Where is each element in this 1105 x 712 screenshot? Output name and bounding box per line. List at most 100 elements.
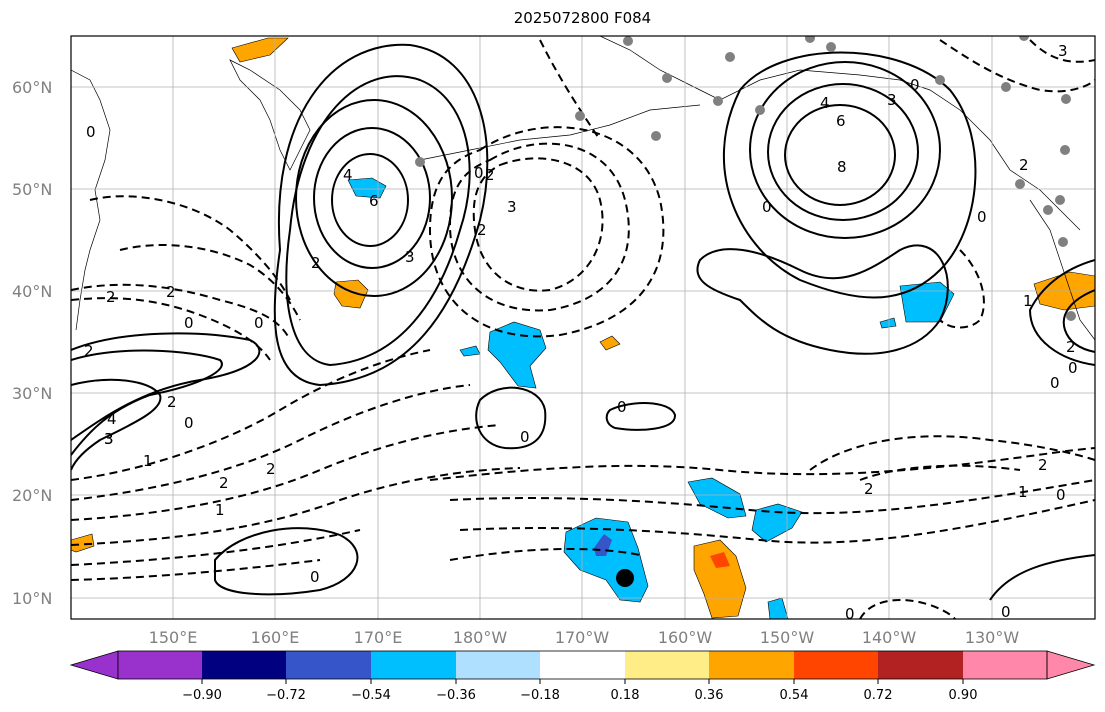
contour-label: 1 bbox=[215, 501, 225, 519]
map-frame bbox=[70, 35, 1096, 620]
colorbar-tick-label: 0.18 bbox=[611, 688, 640, 703]
colorbar-tick-label: 0.72 bbox=[864, 688, 893, 703]
shade-blue-region bbox=[767, 597, 789, 619]
contour-line bbox=[939, 39, 1095, 93]
colorbar-tick-label: −0.36 bbox=[436, 688, 476, 703]
contour-line bbox=[475, 386, 547, 450]
colorbar-ticks bbox=[201, 679, 964, 684]
contour-label: 6 bbox=[836, 112, 846, 130]
contour-line bbox=[723, 51, 977, 299]
lon-label: 140°W bbox=[862, 628, 917, 647]
gray-marker bbox=[415, 157, 425, 167]
colorbar-extend-low bbox=[69, 650, 119, 680]
contour-label: 0 bbox=[474, 164, 484, 182]
contour-line bbox=[809, 435, 1095, 471]
lat-label: 10°N bbox=[12, 589, 52, 608]
gray-marker bbox=[1055, 195, 1065, 205]
contour-label: 0 bbox=[762, 198, 772, 216]
gray-marker bbox=[725, 52, 735, 62]
contour-label: 2 bbox=[477, 221, 487, 239]
contour-label: 0 bbox=[86, 123, 96, 141]
contour-line bbox=[1062, 289, 1095, 353]
contour-label: 2 bbox=[106, 288, 116, 306]
contour-label: 0 bbox=[310, 568, 320, 586]
contour-label: 0 bbox=[1056, 486, 1066, 504]
contour-line bbox=[331, 153, 409, 247]
gray-marker bbox=[1058, 237, 1068, 247]
shade-orange-region bbox=[599, 335, 621, 351]
gray-marker bbox=[805, 36, 815, 43]
lon-label: 160°E bbox=[251, 628, 300, 647]
coastline-alaska bbox=[599, 36, 1081, 231]
contour-label: 8 bbox=[837, 158, 847, 176]
contour-line bbox=[939, 249, 985, 329]
contour-line bbox=[71, 378, 162, 471]
contour-label: 6 bbox=[369, 192, 379, 210]
contour-label: 0 bbox=[184, 314, 194, 332]
colorbar-segment bbox=[286, 651, 371, 679]
contour-line bbox=[313, 127, 431, 269]
contour-line bbox=[1028, 259, 1095, 366]
contour-labels: 2 2 0 4 6 2 3 0 3 2 2 0 2 3 0 4 3 2 0 1 … bbox=[84, 42, 1078, 619]
gray-marker bbox=[575, 111, 585, 121]
contour-label: 2 bbox=[1066, 338, 1076, 356]
contour-line bbox=[605, 402, 677, 431]
coastline-aleutians bbox=[419, 104, 701, 161]
lon-label: 170°W bbox=[555, 628, 610, 647]
colorbar-tick-label: −0.72 bbox=[266, 688, 306, 703]
shaded-regions bbox=[71, 37, 1095, 619]
gray-marker bbox=[1015, 179, 1025, 189]
contour-line bbox=[429, 447, 1095, 481]
station-markers bbox=[415, 36, 1076, 587]
contour-line bbox=[1029, 39, 1095, 63]
contour-label: 2 bbox=[266, 460, 276, 478]
contour-line bbox=[273, 43, 489, 387]
contour-label: 0 bbox=[617, 398, 627, 416]
gray-marker bbox=[651, 131, 661, 141]
gridlines bbox=[71, 36, 1095, 619]
solid-contours bbox=[71, 43, 1095, 601]
black-marker bbox=[616, 569, 634, 587]
contour-line bbox=[71, 283, 291, 341]
colorbar-segment bbox=[202, 651, 286, 679]
colorbar-segment bbox=[963, 651, 1047, 679]
contour-line bbox=[767, 83, 919, 221]
gray-marker bbox=[1061, 94, 1071, 104]
lon-label: 170°E bbox=[354, 628, 403, 647]
contour-line bbox=[71, 349, 431, 481]
contour-label: 1 bbox=[1018, 483, 1028, 501]
colorbar-segment bbox=[625, 651, 709, 679]
contour-label: 4 bbox=[820, 94, 830, 112]
colorbar-segment bbox=[371, 651, 456, 679]
contour-line bbox=[696, 244, 949, 355]
colorbar-tick-label: −0.90 bbox=[182, 688, 222, 703]
shade-red-region bbox=[710, 552, 730, 568]
shade-blue-region bbox=[687, 477, 747, 519]
colorbar-segment bbox=[709, 651, 794, 679]
shade-orange-region bbox=[693, 539, 747, 619]
contour-label: 3 bbox=[104, 430, 114, 448]
contour-label: 0 bbox=[910, 76, 920, 94]
contour-line bbox=[71, 467, 521, 546]
colorbar-frame bbox=[117, 650, 1048, 680]
lon-label: 160°W bbox=[658, 628, 713, 647]
colorbar-segment bbox=[540, 651, 625, 679]
contour-label: 0 bbox=[1068, 359, 1078, 377]
longitude-labels: 150°E 160°E 170°E 180°W 170°W 160°W 150°… bbox=[149, 628, 1020, 647]
contour-label: 2 bbox=[1038, 456, 1048, 474]
contour-label: 0 bbox=[184, 414, 194, 432]
lat-label: 60°N bbox=[12, 78, 52, 97]
colorbar: −0.90 −0.72 −0.54 −0.36 −0.18 0.18 0.36 … bbox=[69, 650, 1096, 703]
gray-marker bbox=[713, 96, 723, 106]
colorbar-tick-label: −0.18 bbox=[520, 688, 560, 703]
map-content: 2 2 0 4 6 2 3 0 3 2 2 0 2 3 0 4 3 2 0 1 … bbox=[71, 36, 1095, 619]
contour-label: 3 bbox=[405, 248, 415, 266]
contour-line bbox=[749, 61, 941, 239]
contour-label: 3 bbox=[507, 198, 517, 216]
gray-marker bbox=[1001, 82, 1011, 92]
gray-marker bbox=[1066, 311, 1076, 321]
contour-line bbox=[539, 39, 601, 141]
contour-label: 4 bbox=[343, 166, 353, 184]
gray-marker bbox=[662, 73, 672, 83]
lat-label: 20°N bbox=[12, 486, 52, 505]
